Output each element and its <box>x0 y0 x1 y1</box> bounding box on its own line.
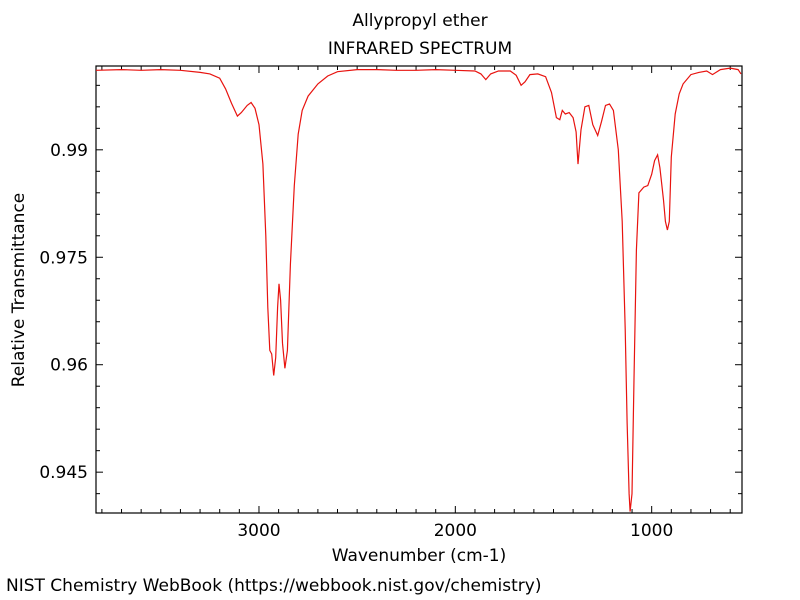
y-tick-label: 0.975 <box>39 248 88 268</box>
plot-frame <box>95 65 743 514</box>
source-credit: NIST Chemistry WebBook (https://webbook.… <box>6 576 542 596</box>
tick-marks <box>96 66 742 513</box>
chart-title: Allypropyl ether <box>352 11 488 31</box>
y-tick-label: 0.945 <box>39 463 88 483</box>
y-tick-label: 0.96 <box>50 356 88 376</box>
x-axis-title: Wavenumber (cm-1) <box>332 546 507 566</box>
x-tick-label: 2000 <box>434 521 477 541</box>
y-tick-label: 0.99 <box>50 141 88 161</box>
tick-labels: 3000 2000 1000 0.99 0.975 0.96 0.945 <box>39 141 673 541</box>
x-tick-label: 3000 <box>237 521 280 541</box>
spectrum-line <box>95 67 742 512</box>
y-axis-title: Relative Transmittance <box>9 193 29 388</box>
chart-subtitle: INFRARED SPECTRUM <box>327 39 513 59</box>
x-tick-label: 1000 <box>630 521 673 541</box>
